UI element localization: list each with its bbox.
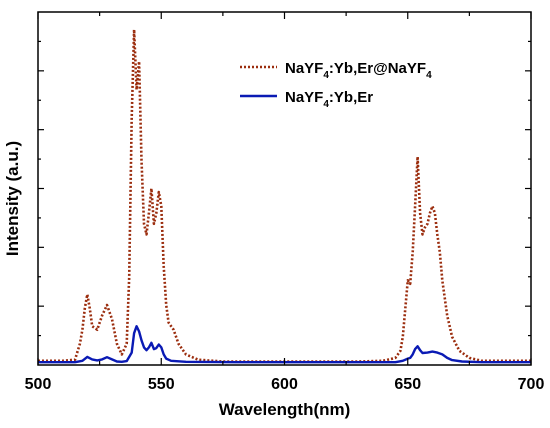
tick-labels-layer: 500 550 600 650 700	[25, 376, 545, 393]
x-tick-label-650: 650	[394, 376, 421, 393]
legend: NaYF4:Yb,Er@NaYF4 NaYF4:Yb,Er	[240, 60, 432, 110]
series-layer	[38, 28, 531, 364]
ticks-layer	[37, 12, 532, 365]
x-axis-title: Wavelength(nm)	[219, 400, 351, 419]
legend-label-2: NaYF4:Yb,Er	[285, 89, 373, 110]
series-line-1	[38, 28, 531, 363]
x-tick-label-700: 700	[518, 376, 545, 393]
x-tick-label-600: 600	[271, 376, 298, 393]
x-tick-label-500: 500	[25, 376, 52, 393]
legend-label-1: NaYF4:Yb,Er@NaYF4	[285, 60, 432, 81]
y-axis-title: Intensity (a.u.)	[3, 141, 22, 256]
x-tick-label-550: 550	[148, 376, 175, 393]
series-line-2	[38, 325, 531, 364]
